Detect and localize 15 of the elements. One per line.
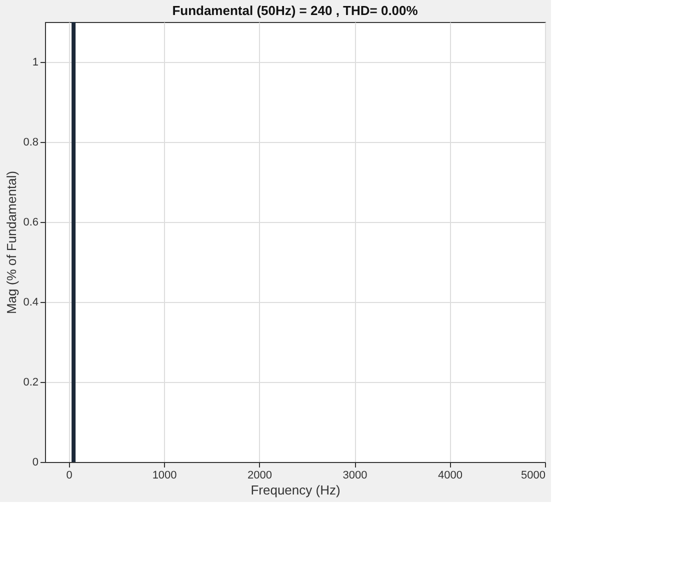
y-tick-label: 1 — [32, 56, 38, 68]
y-axis-title: Mag (% of Fundamental) — [4, 170, 20, 314]
x-axis-title: Frequency (Hz) — [250, 482, 340, 498]
x-tick-label: 5000 — [521, 470, 546, 482]
y-tick-label: 0.2 — [23, 376, 38, 388]
x-tick-label: 2000 — [248, 470, 272, 482]
y-tick-label: 0.6 — [23, 216, 38, 228]
y-tick-label: 0.8 — [23, 136, 38, 148]
x-tick-label: 4000 — [438, 470, 463, 482]
y-tick-label: 0.4 — [23, 296, 38, 308]
x-tick-label: 0 — [66, 470, 72, 482]
y-tick-label: 0 — [32, 456, 38, 468]
x-tick-label: 3000 — [342, 470, 368, 482]
x-tick-label: 1000 — [152, 470, 177, 482]
chart-title: Fundamental (50Hz) = 240 , THD= 0.00% — [172, 3, 418, 18]
